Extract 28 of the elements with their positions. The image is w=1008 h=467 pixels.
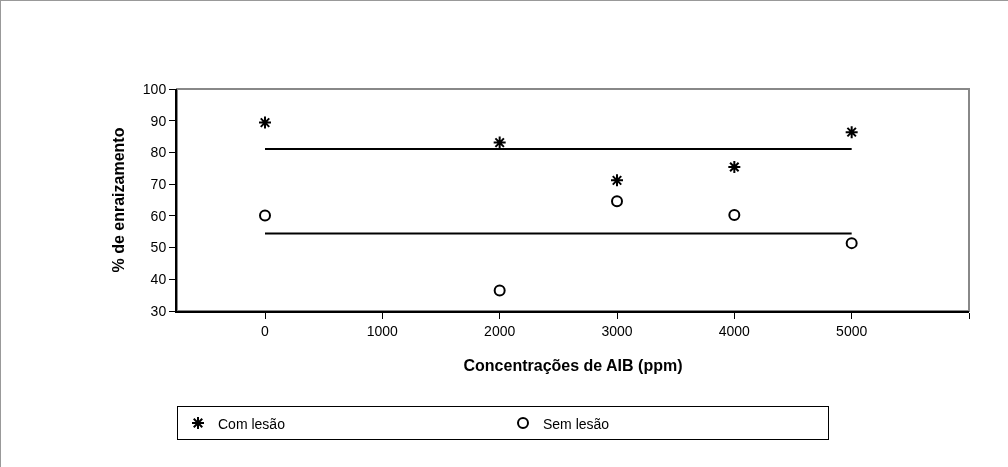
point [493, 284, 506, 297]
y-tick-label: 30 [150, 302, 167, 319]
y-tick-label: 40 [150, 271, 167, 288]
x-tick-label: 4000 [718, 322, 751, 339]
x-axis-title: Concentrações de AIB (ppm) [463, 357, 683, 374]
legend-label: Sem lesão [543, 415, 610, 432]
point [259, 209, 271, 222]
y-tick-label: 80 [150, 144, 167, 161]
point [844, 125, 859, 140]
y-tick-label: 90 [150, 112, 167, 129]
x-tick-label: 0 [261, 322, 270, 339]
point [258, 115, 272, 130]
x-tick-label: 2000 [484, 322, 516, 339]
point [845, 237, 858, 250]
y-tick-label: 100 [142, 80, 167, 97]
y-tick-label: 70 [150, 176, 167, 193]
y-axis-title: % de enraizamento [110, 127, 128, 273]
x-tick-label: 3000 [601, 322, 633, 339]
point [610, 173, 624, 188]
y-tick-label: 50 [150, 239, 167, 256]
legend-label: Com lesão [218, 415, 286, 432]
point [611, 195, 623, 208]
y-tick-label: 60 [150, 207, 167, 224]
x-tick-label: 5000 [836, 322, 868, 339]
x-tick-label: 1000 [366, 322, 399, 339]
point [727, 160, 742, 175]
point [728, 208, 741, 221]
point [492, 135, 507, 150]
